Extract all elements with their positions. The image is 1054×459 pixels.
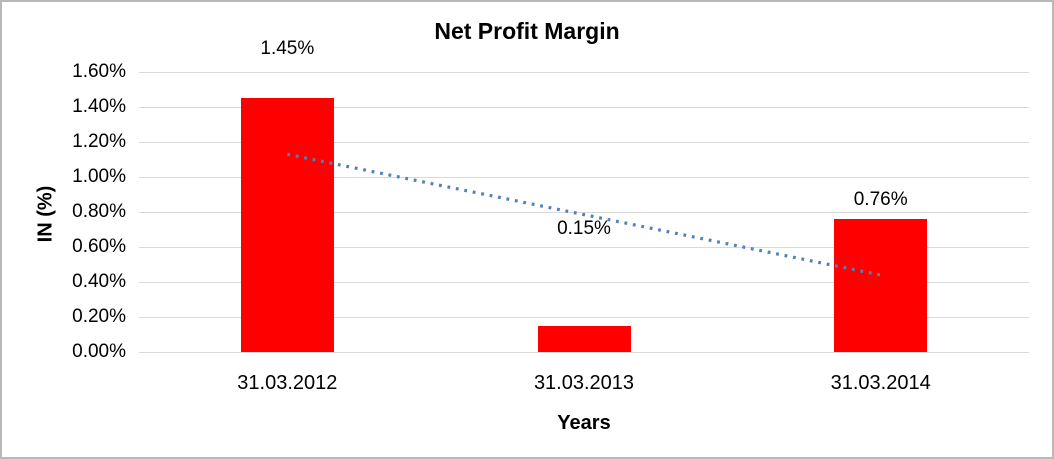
gridline — [139, 282, 1029, 283]
gridline — [139, 107, 1029, 108]
data-label: 1.45% — [260, 38, 315, 59]
x-category-label: 31.03.2012 — [237, 372, 338, 394]
y-tick-label: 0.00% — [72, 341, 126, 362]
y-tick-label: 1.60% — [72, 61, 126, 82]
gridline — [139, 317, 1029, 318]
data-label: 0.15% — [557, 218, 611, 239]
y-tick-label: 1.00% — [72, 166, 126, 187]
x-axis-title: Years — [557, 412, 611, 434]
bar-31.03.2013 — [537, 325, 631, 352]
y-tick-label: 0.80% — [72, 201, 126, 222]
plot-area — [139, 72, 1029, 353]
gridline — [139, 352, 1029, 353]
y-tick-label: 1.40% — [72, 96, 126, 117]
bar-31.03.2014 — [834, 219, 928, 352]
x-category-label: 31.03.2014 — [830, 372, 931, 394]
y-tick-label: 0.20% — [72, 306, 126, 327]
y-tick-label: 1.20% — [72, 131, 126, 152]
x-category-label: 31.03.2013 — [533, 372, 635, 394]
gridline — [139, 142, 1029, 143]
y-tick-label: 0.40% — [72, 271, 126, 292]
bar-31.03.2012 — [240, 98, 334, 352]
chart-title: Net Profit Margin — [434, 18, 620, 44]
gridline — [139, 72, 1029, 73]
data-label: 0.76% — [853, 189, 908, 210]
y-tick-label: 0.60% — [72, 236, 126, 257]
